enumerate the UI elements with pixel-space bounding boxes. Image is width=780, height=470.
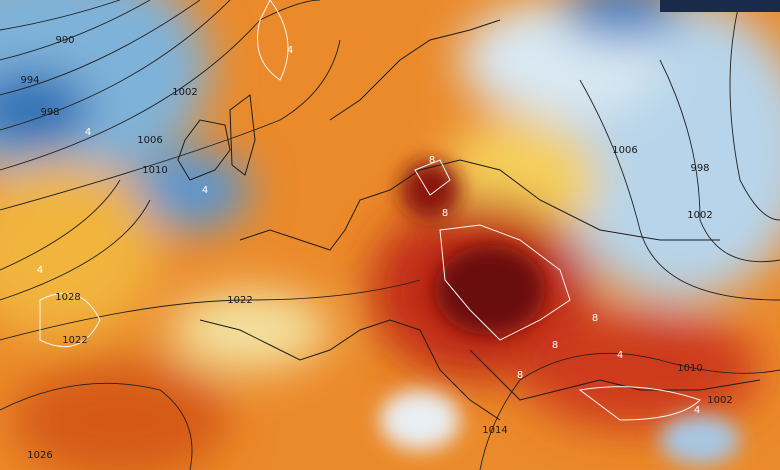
isobar-label: 1022 xyxy=(62,335,87,346)
anomaly-label: 4 xyxy=(85,127,91,138)
isobar-label: 990 xyxy=(55,35,74,46)
anomaly-label: 8 xyxy=(517,370,523,381)
anomaly-label: 8 xyxy=(442,208,448,219)
logo-box xyxy=(660,0,780,12)
labels: 990 994 998 1002 1006 1010 1028 1022 1026 1022 101… xyxy=(20,35,732,461)
anomaly-label: 4 xyxy=(694,405,700,416)
isobar-label: 1014 xyxy=(482,425,507,436)
anomaly-label: 4 xyxy=(287,45,293,56)
anomaly-label: 4 xyxy=(202,185,208,196)
isobar-label: 1006 xyxy=(612,145,637,156)
isobar-label: 1002 xyxy=(687,210,712,221)
anomaly-label: 4 xyxy=(37,265,43,276)
isobar-label: 1010 xyxy=(677,363,702,374)
anomaly-label: 8 xyxy=(429,155,435,166)
isobar-label: 1010 xyxy=(142,165,167,176)
isobar-label: 1002 xyxy=(707,395,732,406)
isobar-label: 1026 xyxy=(27,450,52,461)
isobar-label: 1002 xyxy=(172,87,197,98)
isobar-label: 994 xyxy=(20,75,39,86)
anomaly-label: 8 xyxy=(592,313,598,324)
isobar-label: 1028 xyxy=(55,292,80,303)
isobar-label: 1022 xyxy=(227,295,252,306)
anomaly-label: 8 xyxy=(552,340,558,351)
isobar-label: 998 xyxy=(40,107,59,118)
isobar-label: 998 xyxy=(690,163,709,174)
anomaly-contours xyxy=(39,0,701,421)
coastlines xyxy=(177,19,761,421)
anomaly-label: 4 xyxy=(617,350,623,361)
isobar-label: 1006 xyxy=(137,135,162,146)
